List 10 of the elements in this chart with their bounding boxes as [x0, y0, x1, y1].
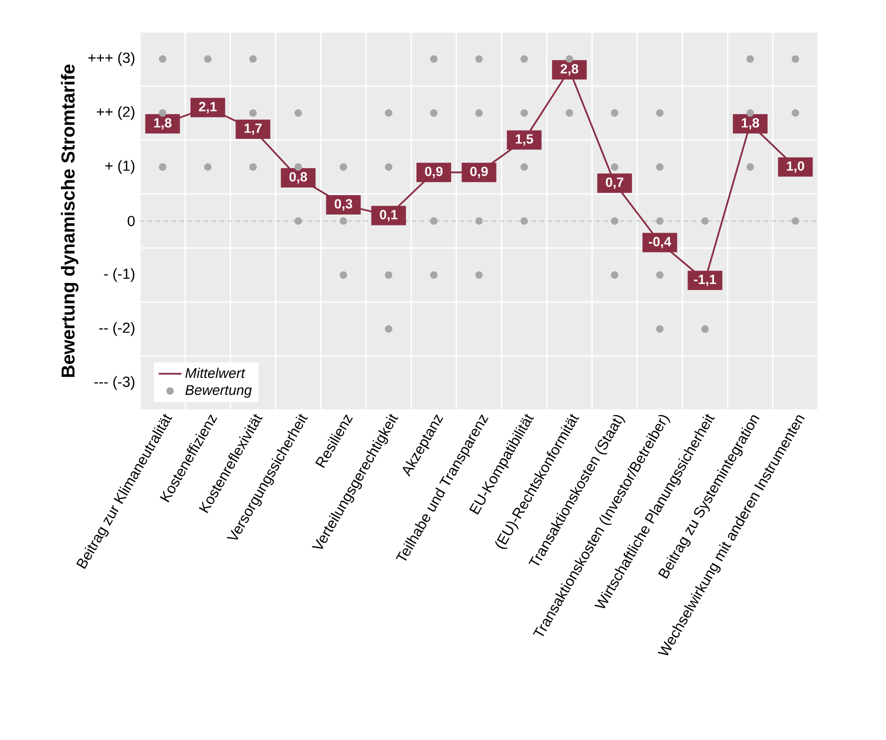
y-tick-label: -- (-2) — [99, 322, 134, 336]
legend-label: Mittelwert — [185, 368, 246, 378]
y-tick-label: +++ (3) — [88, 52, 134, 66]
y-tick-label: ++ (2) — [96, 106, 134, 120]
y-tick-label: - (-1) — [104, 268, 134, 282]
legend-label: Bewertung — [185, 385, 252, 398]
y-tick-label: 0 — [128, 216, 135, 226]
y-tick-label: + (1) — [105, 160, 134, 174]
y-axis-title: Bewertung dynamische Stromtarife — [60, 64, 78, 377]
y-tick-label: --- (-3) — [94, 376, 134, 390]
